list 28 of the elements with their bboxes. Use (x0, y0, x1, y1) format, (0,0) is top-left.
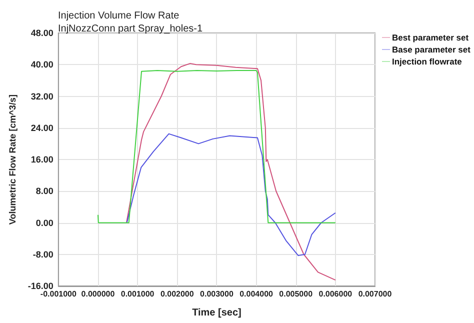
y-tick-label: 8.00 (36, 186, 54, 196)
line-series (97, 70, 336, 224)
x-tick-label: 0.002000 (160, 290, 194, 298)
x-tick-label: 0.003000 (200, 290, 234, 298)
y-tick-label: -16.00 (28, 281, 54, 291)
chart-subtitle: InjNozzConn part Spray_holes-1 (58, 24, 203, 34)
x-tick-label: 0.004000 (240, 290, 274, 298)
y-tick-label: 40.00 (30, 60, 54, 70)
y-axis-title: Volumetric Flow Rate [cm^3/s] (8, 94, 18, 225)
x-tick-label: 0.005000 (279, 290, 314, 298)
y-tick-label: 48.00 (30, 28, 54, 38)
legend-label: Best parameter set (392, 32, 469, 42)
legend-label: Base parameter set (392, 44, 471, 54)
x-axis-title: Time [sec] (192, 308, 242, 318)
y-tick-label: 32.00 (30, 91, 54, 102)
y-tick-label: 24.00 (30, 122, 54, 133)
line-series (126, 133, 336, 256)
line-series (126, 62, 336, 281)
x-tick-label: 0.007000 (358, 290, 392, 298)
y-tick-label: -8.00 (32, 249, 54, 260)
y-tick-label: 16.00 (30, 154, 54, 164)
x-tick-label: -0.001000 (40, 290, 77, 298)
chart-title: Injection Volume Flow Rate (58, 10, 180, 22)
x-tick-label: 0.000000 (81, 290, 116, 298)
x-tick-label: 0.006000 (318, 290, 353, 298)
legend-label: Injection flowrate (392, 56, 462, 66)
x-tick-label: 0.001000 (120, 290, 155, 298)
y-tick-label: 0.00 (36, 218, 54, 228)
